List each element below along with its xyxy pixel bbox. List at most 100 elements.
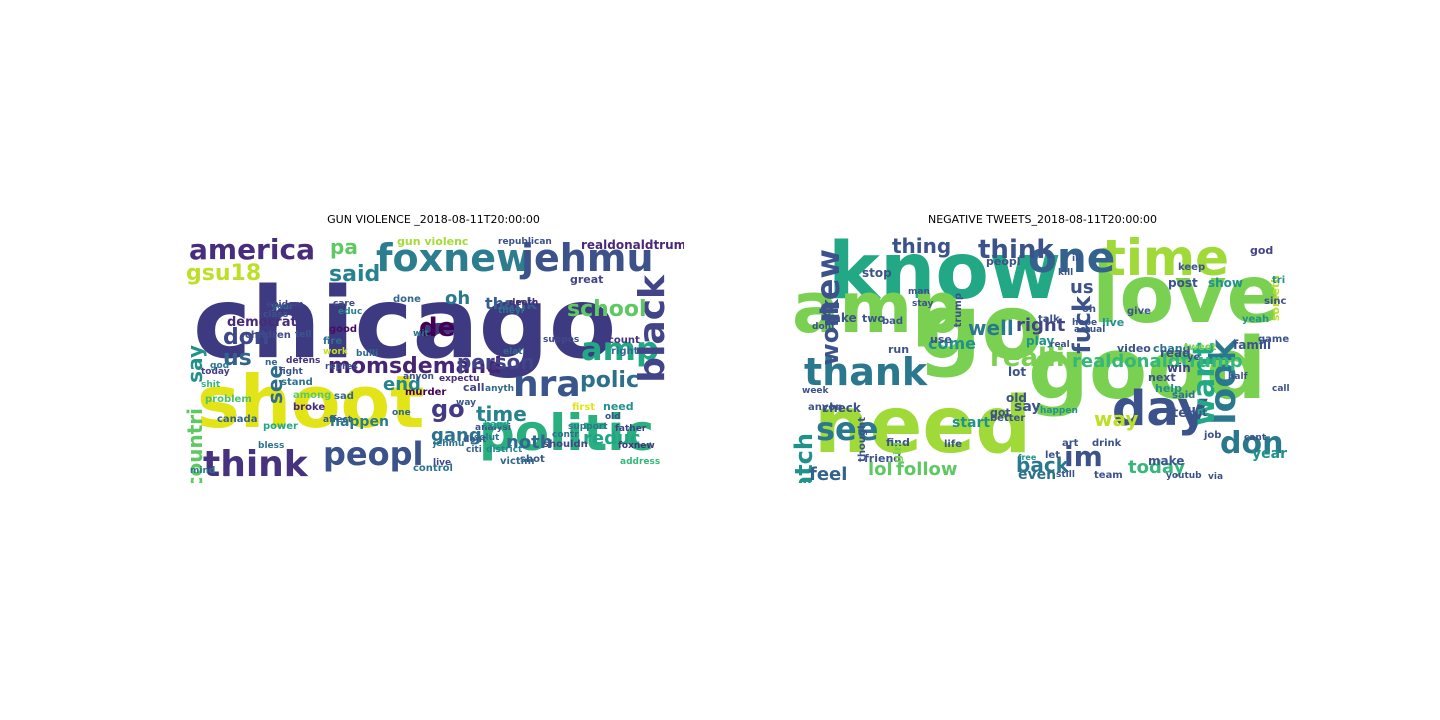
cloud-word: make — [1148, 454, 1185, 468]
cloud-word: sad — [334, 391, 354, 402]
cloud-word: wit — [413, 329, 429, 339]
cloud-word: go — [917, 275, 1044, 380]
cloud-word: momsdemand — [328, 354, 502, 379]
cloud-word: old — [605, 412, 621, 422]
cloud-word: today — [201, 367, 230, 377]
panel-title: NEGATIVE TWEETS_2018-08-11T20:00:00 — [927, 213, 1158, 226]
cloud-word: district — [486, 445, 523, 455]
cloud-word: bless — [258, 441, 285, 451]
cloud-word: time — [1102, 233, 1230, 287]
cloud-word: work — [323, 347, 348, 357]
cloud-word: done — [393, 294, 421, 305]
cloud-word: tri — [1272, 275, 1286, 286]
cloud-word: don — [223, 325, 270, 350]
cloud-word: republican — [498, 237, 552, 247]
cloud-word: lot — [1008, 365, 1027, 379]
cloud-word: thought — [857, 417, 868, 462]
cloud-word: death — [509, 298, 539, 308]
cloud-word: need — [814, 381, 1032, 471]
cloud-word: amp — [581, 330, 659, 368]
cloud-word: love — [1092, 248, 1281, 341]
cloud-word: actual — [1074, 325, 1106, 335]
cloud-word: noth — [506, 432, 553, 453]
cloud-word: one — [1028, 233, 1116, 282]
word-cloud: chicago shoot politic foxnew jehmu think ameri… — [183, 233, 684, 483]
cloud-word: black — [632, 275, 673, 383]
cloud-word: think — [203, 444, 308, 483]
cloud-word: fight — [279, 367, 303, 377]
cloud-word: trump — [953, 293, 964, 328]
cloud-word: great — [570, 273, 604, 286]
cloud-word: among — [293, 390, 332, 401]
cloud-word: free — [1018, 453, 1037, 462]
cloud-word: way — [456, 398, 476, 408]
cloud-word: broke — [293, 402, 326, 413]
cloud-word: put — [1188, 408, 1208, 419]
cloud-word: oh — [445, 288, 471, 309]
cloud-word: don — [1220, 426, 1284, 461]
cloud-word: us — [1070, 277, 1094, 298]
cloud-word: expectu — [439, 374, 480, 384]
cloud-word: read — [1160, 346, 1191, 360]
cloud-word: father — [615, 424, 647, 434]
cloud-word: man — [908, 287, 930, 297]
word-cloud: know love go good need amp time day one thank see n… — [792, 233, 1293, 483]
cloud-word: anyon — [808, 402, 843, 413]
cloud-word: ne — [265, 358, 278, 368]
cloud-word: run — [888, 343, 910, 356]
cloud-word: thank — [804, 350, 928, 394]
panel-title: GUN VIOLENCE _2018-08-11T20:00:00 — [327, 213, 540, 226]
cloud-word: first — [572, 402, 596, 413]
cloud-word: know — [828, 233, 1062, 317]
cloud-word: hand — [484, 420, 510, 430]
cloud-word: america — [189, 233, 315, 266]
cloud-word: school — [567, 297, 647, 322]
cloud-word: video — [1117, 342, 1151, 355]
cloud-word: happen — [1040, 406, 1078, 416]
cloud-word: person — [457, 350, 535, 374]
cloud-word: even — [1018, 467, 1057, 483]
cloud-word: find — [886, 436, 910, 449]
cloud-word: drink — [1092, 438, 1122, 449]
cloud-word: democrat — [227, 315, 297, 330]
cloud-word: amp — [792, 267, 963, 349]
cloud-word: support — [568, 422, 608, 432]
cloud-word: well — [968, 316, 1014, 340]
cloud-word: keep — [1178, 262, 1206, 273]
cloud-word: gun violenc — [397, 235, 469, 248]
cloud-word: tell — [1172, 406, 1196, 421]
cloud-word: right — [1016, 315, 1066, 336]
cloud-word: peopl — [323, 435, 424, 473]
cloud-word: bad — [882, 316, 904, 327]
cloud-word: stay — [912, 299, 934, 309]
cloud-word: come — [928, 334, 976, 353]
cloud-word: god — [210, 361, 230, 371]
cloud-word: solut — [474, 433, 500, 443]
cloud-word: affect — [323, 415, 353, 425]
cloud-word: count — [608, 335, 640, 346]
cloud-word: sinc — [1264, 296, 1287, 307]
cloud-word: good — [1028, 320, 1267, 419]
cloud-word: day — [1112, 381, 1209, 437]
cloud-word: victim — [500, 456, 535, 467]
cloud-word: yeah — [1242, 314, 1270, 325]
cloud-word: elat — [503, 347, 523, 357]
cloud-word: youtub — [1166, 471, 1202, 481]
cloud-word: next — [1148, 371, 1176, 384]
cloud-word: year — [271, 302, 294, 312]
cloud-word: feel — [809, 464, 848, 484]
cloud-word: art — [1062, 438, 1079, 449]
cloud-word: class — [263, 310, 289, 320]
cloud-word: foxnew — [618, 441, 655, 451]
cloud-word: old — [1006, 391, 1027, 405]
cloud-word: de — [419, 313, 456, 343]
cloud-word: jehmu — [521, 236, 654, 280]
cloud-word: win — [1167, 361, 1191, 375]
cloud-word: tell — [295, 330, 312, 340]
cloud-word: stand — [281, 377, 313, 388]
cloud-word: said — [329, 262, 381, 287]
cloud-word: anyon — [403, 372, 434, 382]
cloud-word: live — [433, 458, 452, 468]
cloud-word: ye — [1187, 352, 1201, 363]
cloud-word: lol — [868, 459, 893, 480]
